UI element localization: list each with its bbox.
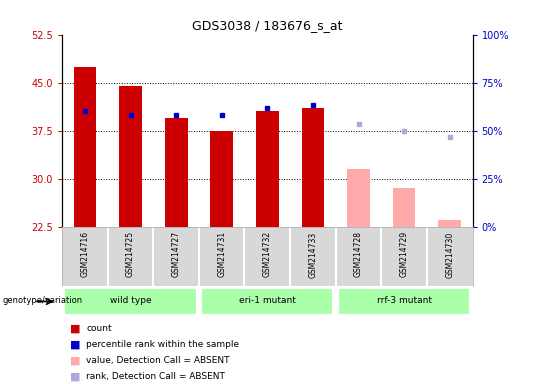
Bar: [201, 288, 333, 315]
Text: ■: ■: [70, 339, 80, 349]
Title: GDS3038 / 183676_s_at: GDS3038 / 183676_s_at: [192, 19, 342, 32]
Text: ■: ■: [70, 323, 80, 333]
Text: rrf-3 mutant: rrf-3 mutant: [376, 296, 431, 305]
Bar: [301, 108, 325, 227]
Text: GSM214725: GSM214725: [126, 231, 135, 278]
Bar: [119, 86, 142, 227]
Text: GSM214729: GSM214729: [400, 231, 409, 278]
Text: value, Detection Call = ABSENT: value, Detection Call = ABSENT: [86, 356, 230, 365]
Bar: [165, 118, 187, 227]
Text: GSM214733: GSM214733: [308, 231, 318, 278]
Text: ■: ■: [70, 372, 80, 382]
Text: GSM214727: GSM214727: [172, 231, 180, 278]
Bar: [210, 131, 233, 227]
Bar: [64, 288, 197, 315]
Text: genotype/variation: genotype/variation: [3, 296, 83, 305]
Text: eri-1 mutant: eri-1 mutant: [239, 296, 296, 305]
Text: GSM214728: GSM214728: [354, 231, 363, 277]
Text: ■: ■: [70, 356, 80, 366]
Text: percentile rank within the sample: percentile rank within the sample: [86, 340, 240, 349]
Text: count: count: [86, 324, 112, 333]
Text: GSM214731: GSM214731: [217, 231, 226, 278]
Bar: [73, 66, 96, 227]
Text: rank, Detection Call = ABSENT: rank, Detection Call = ABSENT: [86, 372, 225, 381]
Text: GSM214716: GSM214716: [80, 231, 90, 278]
Bar: [347, 169, 370, 227]
Bar: [438, 220, 461, 227]
Bar: [338, 288, 470, 315]
Bar: [393, 188, 415, 227]
Text: GSM214732: GSM214732: [263, 231, 272, 278]
Text: GSM214730: GSM214730: [445, 231, 454, 278]
Text: wild type: wild type: [110, 296, 151, 305]
Bar: [256, 111, 279, 227]
